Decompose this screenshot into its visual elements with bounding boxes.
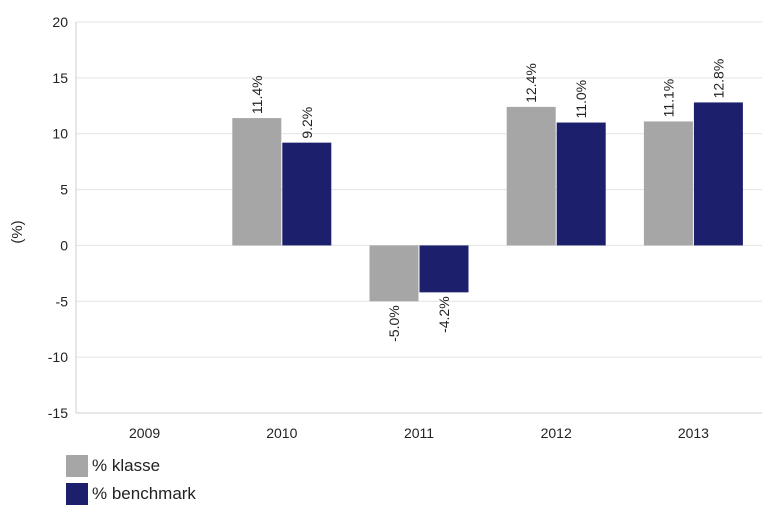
data-label: 9.2% bbox=[299, 107, 315, 139]
data-label: 11.0% bbox=[573, 80, 589, 119]
data-label: -5.0% bbox=[386, 305, 402, 342]
legend-label-benchmark: % benchmark bbox=[92, 484, 196, 503]
legend-item-benchmark: % benchmark bbox=[66, 480, 196, 508]
y-tick-label: 0 bbox=[60, 237, 68, 253]
bar-benchmark-2011 bbox=[419, 245, 469, 293]
data-label: 11.4% bbox=[249, 75, 265, 114]
y-axis-label: (%) bbox=[9, 220, 26, 243]
y-tick-label: 5 bbox=[60, 182, 68, 198]
bar-klasse-2011 bbox=[369, 245, 419, 302]
data-label: 11.1% bbox=[660, 79, 676, 118]
data-label: 12.8% bbox=[710, 59, 726, 99]
bar-klasse-2010 bbox=[232, 118, 282, 246]
legend-item-klasse: % klasse bbox=[66, 452, 196, 480]
bar-klasse-2013 bbox=[643, 121, 693, 246]
x-tick-label: 2009 bbox=[129, 425, 160, 441]
y-tick-label: -5 bbox=[56, 293, 69, 309]
bar-benchmark-2010 bbox=[282, 142, 332, 246]
y-tick-label: -10 bbox=[48, 349, 68, 365]
data-labels: 11.4% 9.2% -5.0% -4.2% 12.4% 11.0% 11.1% 12.8% bbox=[249, 59, 727, 342]
bar-klasse-2012 bbox=[506, 106, 556, 246]
legend-swatch-klasse bbox=[66, 455, 88, 477]
legend: % klasse % benchmark bbox=[66, 452, 196, 508]
gridlines bbox=[76, 21, 762, 414]
legend-swatch-benchmark bbox=[66, 483, 88, 505]
bars bbox=[232, 102, 743, 302]
axes: -15 -10 -5 0 5 10 15 20 2009 2010 2011 2012 2013 bbox=[48, 14, 762, 441]
data-label: -4.2% bbox=[436, 296, 452, 333]
y-tick-label: 15 bbox=[52, 70, 68, 86]
y-tick-label: -15 bbox=[48, 405, 68, 421]
bar-benchmark-2012 bbox=[556, 122, 606, 246]
x-tick-label: 2013 bbox=[678, 425, 709, 441]
x-tick-label: 2010 bbox=[266, 425, 297, 441]
y-tick-label: 20 bbox=[52, 14, 68, 30]
y-tick-label: 10 bbox=[52, 126, 68, 142]
bar-benchmark-2013 bbox=[693, 102, 743, 246]
x-tick-label: 2011 bbox=[404, 425, 434, 441]
legend-label-klasse: % klasse bbox=[92, 456, 161, 475]
x-tick-label: 2012 bbox=[541, 425, 572, 441]
data-label: 12.4% bbox=[523, 63, 539, 103]
